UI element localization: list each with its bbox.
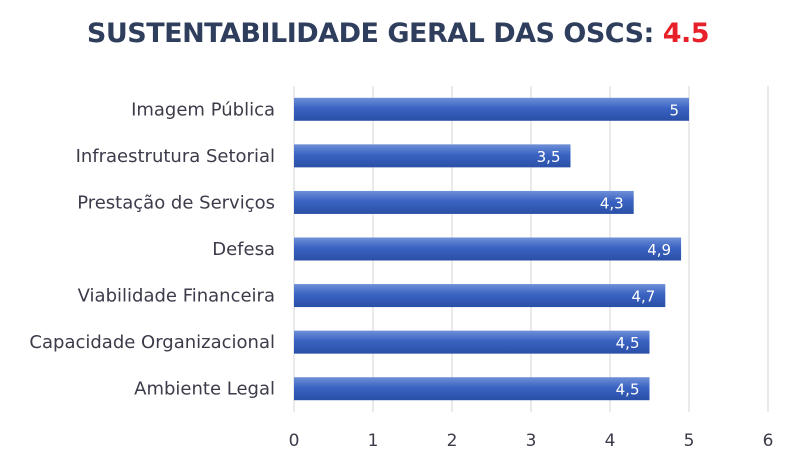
labels: 0 1 2 3 4 5 6 Imagem Pública 5 Infraestrutura Set… xyxy=(29,99,773,451)
bar-3 xyxy=(294,190,634,214)
data-label-5: 4,7 xyxy=(631,288,655,306)
x-tick-label-5: 5 xyxy=(684,431,695,451)
category-label-1: Imagem Pública xyxy=(131,99,275,120)
category-label-5: Viabilidade Financeira xyxy=(78,286,275,307)
data-label-3: 4,3 xyxy=(600,194,624,212)
bar-7 xyxy=(294,377,650,401)
data-label-6: 4,5 xyxy=(616,334,640,352)
bar-4 xyxy=(294,237,682,261)
data-label-2: 3,5 xyxy=(537,148,561,166)
x-tick-label-6: 6 xyxy=(763,431,774,451)
data-label-7: 4,5 xyxy=(616,381,640,399)
x-tick-label-4: 4 xyxy=(605,431,616,451)
category-label-6: Capacidade Organizacional xyxy=(29,332,275,353)
bar-6 xyxy=(294,330,650,354)
x-tick-label-1: 1 xyxy=(368,431,379,451)
category-label-3: Prestação de Serviços xyxy=(77,192,275,213)
bar-2 xyxy=(294,144,571,168)
x-tick-label-0: 0 xyxy=(289,431,300,451)
bar-5 xyxy=(294,284,666,308)
x-tick-label-2: 2 xyxy=(447,431,458,451)
chart-title: SUSTENTABILIDADE GERAL DAS OSCS: 4.5 xyxy=(0,18,796,49)
overall-score: 4.5 xyxy=(662,18,710,49)
bars xyxy=(294,97,689,401)
data-label-1: 5 xyxy=(669,101,679,119)
x-tick-label-3: 3 xyxy=(526,431,537,451)
bar-1 xyxy=(294,97,689,121)
chart-title-text: SUSTENTABILIDADE GERAL DAS OSCS: xyxy=(86,18,663,49)
category-label-7: Ambiente Legal xyxy=(134,379,275,400)
data-label-4: 4,9 xyxy=(647,241,671,259)
category-label-2: Infraestrutura Setorial xyxy=(76,146,275,167)
category-label-4: Defesa xyxy=(212,239,275,260)
